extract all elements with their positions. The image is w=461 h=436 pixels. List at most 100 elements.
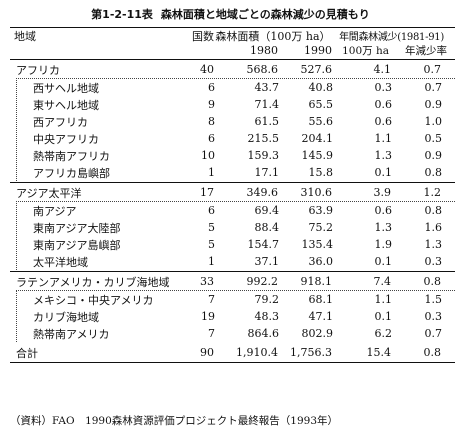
total-rate: 0.8	[423, 346, 442, 359]
subregion-block: 西サヘル地域 6 43.7 40.8 0.3 0.7 東サヘル地域 9 71.4 65.5 0.6 0…	[16, 78, 455, 181]
loss-rate: 0.5	[424, 132, 443, 145]
total-group: 合計 90 1,910.4 1,756.3 15.4 0.8	[10, 343, 455, 362]
country-count: 19	[201, 310, 215, 323]
forest-table: 地域 国数 森林面積（100万 ha） 年間森林減少(1981-91) 1980…	[10, 27, 455, 363]
loss-rate: 1.5	[424, 293, 443, 306]
region-group: アフリカ 40 568.6 527.6 4.1 0.7 西サヘル地域 6 43.7 40.8 0.3…	[10, 60, 455, 183]
region-name: 東南アジア大陸部	[33, 221, 121, 235]
country-count: 5	[208, 221, 215, 234]
country-count: 7	[208, 293, 215, 306]
country-count: 6	[208, 204, 215, 217]
region-name: 東南アジア島嶼部	[33, 238, 121, 252]
loss-rate: 1.2	[423, 186, 442, 199]
area-1990: 36.0	[308, 255, 334, 268]
country-count: 40	[200, 63, 214, 76]
annual-loss: 0.3	[374, 81, 393, 94]
country-count: 9	[208, 98, 215, 111]
loss-rate: 0.3	[424, 310, 443, 323]
annual-loss: 0.1	[374, 255, 393, 268]
region-name: メキシコ・中央アメリカ	[33, 293, 154, 307]
subregion-row: アフリカ島嶼部 1 17.1 15.8 0.1 0.8	[11, 164, 455, 181]
area-1980: 48.3	[254, 310, 280, 323]
total-loss: 15.4	[366, 346, 392, 359]
loss-rate: 0.8	[424, 204, 443, 217]
region-name: 西アフリカ	[33, 115, 88, 129]
region-row: アジア太平洋 17 349.6 310.6 3.9 1.2	[10, 184, 455, 201]
annual-loss: 1.3	[374, 221, 393, 234]
country-count: 33	[200, 275, 214, 288]
area-1990: 40.8	[308, 81, 334, 94]
table-title-text: 森林面積と地域ごとの森林減少の見積もり	[160, 8, 370, 21]
region-name: 中央アフリカ	[33, 132, 99, 146]
region-name: カリブ海地域	[33, 310, 99, 324]
area-1980: 17.1	[254, 166, 280, 179]
subregion-row: 東南アジア大陸部 5 88.4 75.2 1.3 1.6	[11, 219, 455, 236]
annual-loss: 1.1	[374, 132, 393, 145]
country-count: 6	[208, 81, 215, 94]
subregion-row: カリブ海地域 19 48.3 47.1 0.1 0.3	[11, 308, 455, 325]
region-name: ラテンアメリカ・カリブ海地域	[16, 275, 170, 289]
region-name: アフリカ	[16, 63, 60, 77]
header-loss: 年間森林減少(1981-91)	[339, 32, 444, 43]
area-1980: 79.2	[254, 293, 280, 306]
loss-rate: 1.6	[424, 221, 443, 234]
area-1980: 61.5	[254, 115, 280, 128]
header-countries: 国数	[192, 29, 214, 43]
total-row: 合計 90 1,910.4 1,756.3 15.4 0.8	[10, 344, 455, 361]
annual-loss: 1.9	[374, 238, 393, 251]
table-body: アフリカ 40 568.6 527.6 4.1 0.7 西サヘル地域 6 43.7 40.8 0.3…	[10, 60, 455, 343]
region-row: ラテンアメリカ・カリブ海地域 33 992.2 918.1 7.4 0.8	[10, 273, 455, 290]
region-group: ラテンアメリカ・カリブ海地域 33 992.2 918.1 7.4 0.8 メキシコ・中央ア…	[10, 272, 455, 343]
area-1990: 204.1	[301, 132, 334, 145]
annual-loss: 0.6	[374, 98, 393, 111]
annual-loss: 7.4	[373, 275, 392, 288]
total-countries: 90	[200, 346, 214, 359]
area-1980: 215.5	[247, 132, 280, 145]
country-count: 17	[200, 186, 214, 199]
loss-rate: 0.8	[424, 166, 443, 179]
region-name: 太平洋地域	[33, 255, 88, 269]
loss-rate: 0.3	[424, 255, 443, 268]
annual-loss: 0.1	[374, 166, 393, 179]
region-group: アジア太平洋 17 349.6 310.6 3.9 1.2 南アジア 6 69.4 63.9 0.6…	[10, 183, 455, 272]
area-1990: 47.1	[308, 310, 334, 323]
region-name: 熱帯南アフリカ	[33, 149, 110, 163]
area-1990: 63.9	[308, 204, 334, 217]
region-name: 熱帯南アメリカ	[33, 327, 110, 341]
area-1990: 135.4	[301, 238, 334, 251]
area-1980: 159.3	[247, 149, 280, 162]
header-row-1: 地域 国数 森林面積（100万 ha） 年間森林減少(1981-91)	[10, 28, 455, 44]
area-1980: 71.4	[254, 98, 280, 111]
loss-rate: 0.7	[424, 327, 443, 340]
area-1990: 68.1	[308, 293, 334, 306]
subregion-row: 太平洋地域 1 37.1 36.0 0.1 0.3	[11, 253, 455, 270]
annual-loss: 1.1	[374, 293, 393, 306]
subregion-row: 西サヘル地域 6 43.7 40.8 0.3 0.7	[11, 79, 455, 96]
loss-rate: 0.8	[423, 275, 442, 288]
country-count: 7	[208, 327, 215, 340]
area-1990: 55.6	[308, 115, 334, 128]
subregion-row: 中央アフリカ 6 215.5 204.1 1.1 0.5	[11, 130, 455, 147]
total-area-1980: 1,910.4	[236, 346, 278, 359]
subregion-row: 東サヘル地域 9 71.4 65.5 0.6 0.9	[11, 96, 455, 113]
source-footnote: （資料）FAO 1990森林資源評価プロジェクト最終報告（1993年）	[10, 415, 339, 427]
loss-rate: 1.3	[424, 238, 443, 251]
total-name: 合計	[16, 346, 38, 360]
region-name: アジア太平洋	[16, 186, 82, 200]
country-count: 1	[208, 166, 215, 179]
header-year-1990: 1990	[304, 44, 332, 57]
subregion-row: 西アフリカ 8 61.5 55.6 0.6 1.0	[11, 113, 455, 130]
loss-rate: 0.7	[424, 81, 443, 94]
header-area: 森林面積（100万 ha）	[215, 29, 331, 43]
area-1980: 43.7	[254, 81, 280, 94]
country-count: 8	[208, 115, 215, 128]
country-count: 5	[208, 238, 215, 251]
subregion-row: メキシコ・中央アメリカ 7 79.2 68.1 1.1 1.5	[11, 291, 455, 308]
header-rate: 年減少率	[405, 45, 447, 57]
country-count: 6	[208, 132, 215, 145]
area-1980: 154.7	[247, 238, 280, 251]
subregion-block: 南アジア 6 69.4 63.9 0.6 0.8 東南アジア大陸部 5 88.4 75.2 1.3 1…	[16, 201, 455, 270]
area-1990: 15.8	[308, 166, 334, 179]
area-1980: 349.6	[246, 186, 279, 199]
header-region: 地域	[14, 29, 36, 43]
